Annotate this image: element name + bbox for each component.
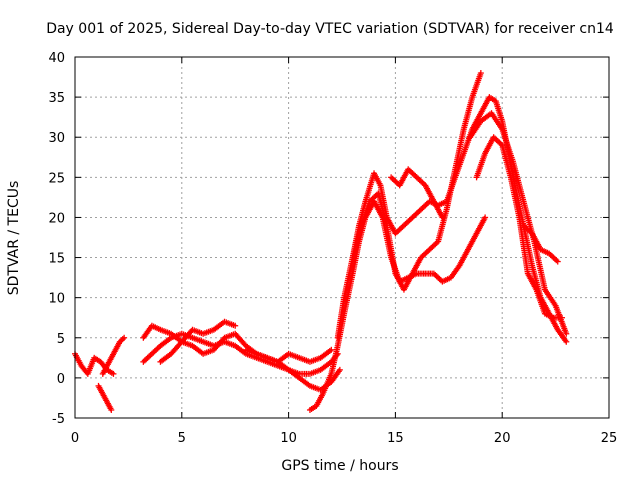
x-tick-label: 0 [71,431,79,446]
y-tick-label: 20 [48,211,65,226]
y-tick-label: 15 [48,252,65,267]
y-tick-label: 40 [48,51,65,66]
x-axis-label: GPS time / hours [281,458,398,474]
y-tick-label: 5 [57,332,65,347]
data-point [110,370,117,377]
x-tick-label: 15 [387,431,404,446]
chart-title: Day 001 of 2025, Sidereal Day-to-day VTE… [46,21,614,37]
data-point [336,366,343,373]
x-tick-label: 20 [494,431,511,446]
x-tick-label: 10 [280,431,297,446]
data-point [477,70,484,77]
data-point [328,346,335,353]
y-tick-label: -5 [52,412,65,427]
data-points [72,70,570,413]
y-tick-label: 25 [48,171,65,186]
axis-ticks: 0 5 10 15 20 25 -5 0 5 10 15 20 25 30 35 40 [48,51,617,446]
y-axis-label: SDTVAR / TECUs [6,181,22,296]
data-point [482,214,489,221]
x-tick-label: 5 [178,431,186,446]
data-point [554,258,561,265]
y-tick-label: 10 [48,292,65,307]
y-tick-label: 35 [48,91,65,106]
data-point [121,334,128,341]
y-tick-label: 0 [57,372,65,387]
data-point [563,338,570,345]
data-point [108,406,115,413]
data-point [232,322,239,329]
plot-frame [74,56,610,419]
y-tick-label: 30 [48,131,65,146]
data-point [439,214,446,221]
data-point [563,330,570,337]
x-tick-label: 25 [601,431,618,446]
